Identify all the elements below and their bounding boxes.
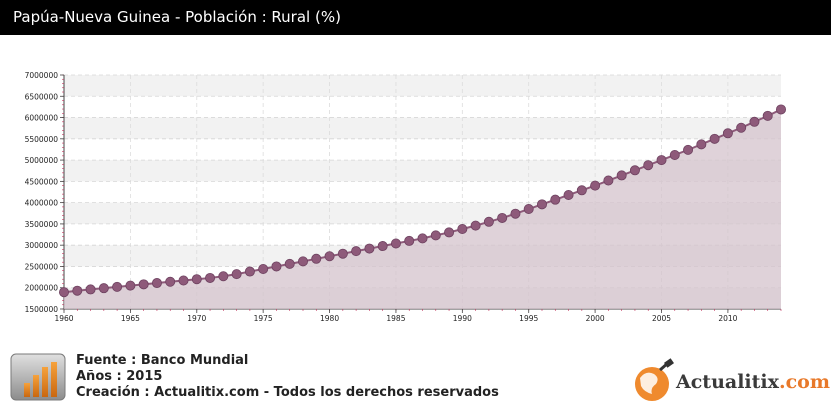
actualitix-logo[interactable]: Actualitix.com: [626, 356, 830, 406]
data-point: [125, 280, 136, 291]
data-point: [390, 238, 401, 249]
data-point: [271, 261, 282, 272]
data-point: [776, 104, 787, 115]
y-tick-label: 2500000: [25, 262, 59, 271]
data-point: [722, 128, 733, 139]
y-tick-label: 7000000: [25, 71, 59, 80]
grid-band: [64, 75, 781, 97]
chart: 1500000 2000000 2500000 3000000 3500000 40000…: [25, 71, 787, 323]
data-point: [191, 274, 202, 285]
data-point: [510, 208, 521, 219]
data-point: [311, 253, 322, 264]
data-point: [404, 235, 415, 246]
data-point: [457, 224, 468, 235]
x-tick-label: 1985: [386, 314, 405, 323]
x-tick-label: 2005: [652, 314, 671, 323]
data-point: [537, 199, 548, 210]
x-tick-label: 2010: [718, 314, 737, 323]
data-point: [709, 133, 720, 144]
source-line: Fuente : Banco Mundial: [76, 353, 249, 368]
x-tick-label: 1990: [453, 314, 472, 323]
data-point: [72, 285, 83, 296]
data-point: [59, 287, 70, 298]
data-point: [218, 271, 229, 282]
data-point: [297, 256, 308, 267]
data-point: [736, 122, 747, 133]
y-tick-label: 6500000: [25, 92, 59, 101]
x-tick-label: 1995: [519, 314, 538, 323]
y-tick-label: 3500000: [25, 220, 59, 229]
x-tick-label: 2000: [586, 314, 605, 323]
y-tick-label: 1500000: [25, 305, 59, 314]
y-tick-label: 5500000: [25, 135, 59, 144]
data-point: [683, 144, 694, 155]
years-line: Años : 2015: [76, 369, 163, 384]
data-point: [258, 264, 269, 275]
area-fill: [64, 109, 781, 309]
data-point: [483, 216, 494, 227]
data-point: [749, 116, 760, 127]
y-tick-label: 5000000: [25, 156, 59, 165]
data-point: [656, 155, 667, 166]
data-point: [523, 204, 534, 215]
y-tick-label: 2000000: [25, 284, 59, 293]
data-point: [178, 275, 189, 286]
data-point: [112, 281, 123, 292]
data-point: [616, 170, 627, 181]
data-point: [244, 266, 255, 277]
grid-band: [64, 117, 781, 139]
x-tick-label: 1960: [54, 314, 73, 323]
logo-text: Actualitix.com: [676, 371, 830, 393]
y-tick-label: 6000000: [25, 114, 59, 123]
data-point: [550, 194, 561, 205]
x-tick-label: 1965: [121, 314, 140, 323]
data-point: [497, 212, 508, 223]
bar-chart-icon: [10, 353, 66, 401]
data-point: [643, 160, 654, 171]
y-tick-label: 4500000: [25, 177, 59, 186]
data-point: [696, 139, 707, 150]
data-point: [603, 175, 614, 186]
data-point: [629, 165, 640, 176]
y-tick-label: 4000000: [25, 199, 59, 208]
data-point: [337, 248, 348, 259]
data-point: [364, 243, 375, 254]
y-tick-label: 3000000: [25, 241, 59, 250]
data-point: [231, 269, 242, 280]
data-point: [470, 220, 481, 231]
x-tick-label: 1980: [320, 314, 339, 323]
data-point: [430, 230, 441, 241]
data-point: [576, 185, 587, 196]
grid-band: [64, 160, 781, 182]
data-point: [138, 279, 149, 290]
source-info: Fuente : Banco Mundial Años : 2015 Creac…: [76, 353, 499, 401]
x-tick-label: 1970: [187, 314, 206, 323]
data-point: [377, 241, 388, 252]
x-tick-label: 1975: [254, 314, 273, 323]
credit-line: Creación : Actualitix.com - Todos los de…: [76, 385, 499, 400]
data-point: [98, 283, 109, 294]
data-point: [669, 149, 680, 160]
globe-icon: [635, 358, 674, 401]
data-point: [590, 180, 601, 191]
data-point: [762, 110, 773, 121]
data-point: [563, 189, 574, 200]
chart-title: Papúa-Nueva Guinea - Población : Rural (…: [0, 0, 831, 35]
data-point: [85, 284, 96, 295]
data-point: [324, 251, 335, 262]
data-point: [444, 227, 455, 238]
data-point: [284, 258, 295, 269]
data-point: [351, 246, 362, 257]
data-point: [151, 278, 162, 289]
data-point: [417, 233, 428, 244]
data-point: [165, 276, 176, 287]
data-point: [205, 272, 216, 283]
